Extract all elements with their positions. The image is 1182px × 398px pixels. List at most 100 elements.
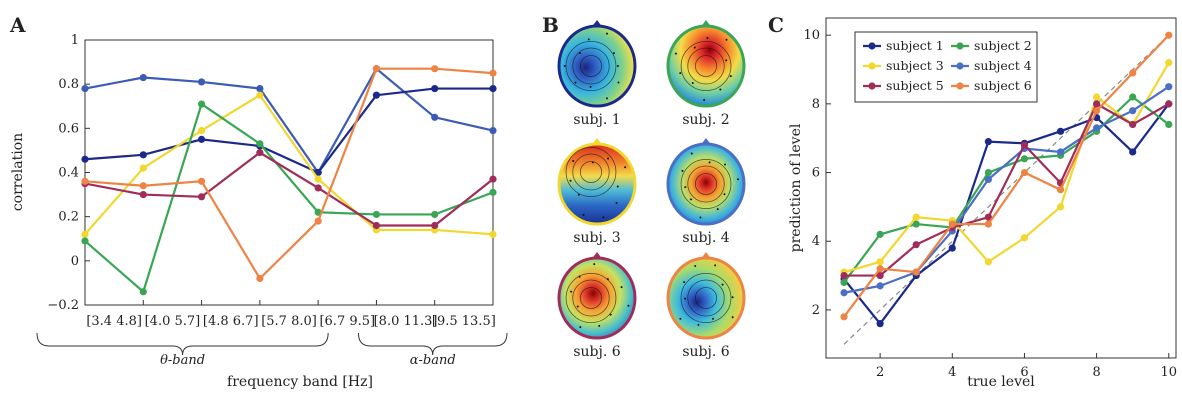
chart-c-series-line — [843, 62, 1170, 274]
chart-c-point — [840, 289, 848, 297]
chart-c-frame — [825, 17, 1177, 359]
chart-a-xlabel: frequency band [Hz] — [227, 374, 373, 390]
legend-entry-label: subject 4 — [974, 58, 1032, 73]
chart-c-series-line — [843, 95, 1170, 284]
chart-a-frame — [84, 39, 494, 306]
chart-c-point — [984, 138, 992, 146]
topomap-electrode — [574, 81, 577, 84]
topomap-electrode — [699, 216, 702, 219]
chart-a-point — [256, 140, 264, 148]
chart-a-point — [314, 168, 322, 177]
chart-a-band-label: α-band — [410, 353, 456, 368]
chart-a-series-line — [84, 93, 494, 236]
topomap-electrode — [674, 52, 677, 55]
chart-c-xtick-label: 6 — [1020, 365, 1028, 380]
topomap-electrode — [725, 38, 728, 41]
chart-a-point — [314, 217, 322, 225]
chart-c-series-line — [843, 85, 1170, 294]
topomap-electrode — [620, 286, 623, 289]
chart-a-series-line — [84, 102, 494, 294]
topomap-contour — [687, 47, 725, 85]
topomap-contour — [572, 153, 610, 191]
topomap-electrode — [578, 275, 581, 278]
topomap-contour — [694, 287, 718, 309]
topomap-electrode — [708, 161, 711, 164]
legend-swatch-marker — [868, 82, 876, 90]
topomap-electrode — [719, 88, 722, 91]
topomap-label: subj. 4 — [682, 230, 729, 246]
topomap-contour — [687, 165, 725, 203]
chart-a-point — [81, 237, 89, 245]
chart-c-series-line — [844, 102, 1170, 277]
chart-a-point — [139, 151, 147, 159]
topomap-contour — [565, 272, 617, 323]
topomap-electrode — [577, 193, 580, 196]
topomap-head — [557, 256, 637, 340]
topomap-electrode — [598, 324, 601, 327]
topomap-contour — [579, 287, 603, 309]
chart-a-point — [489, 84, 497, 93]
chart-c-point — [1165, 31, 1173, 39]
chart-a-ytick-label: 0.6 — [58, 121, 79, 136]
chart-c-xtick-label: 4 — [948, 365, 956, 380]
topomap: subj. 6 — [666, 252, 746, 360]
topomap-label: subj. 6 — [573, 344, 620, 360]
legend-swatch-marker — [956, 82, 964, 90]
chart-c-point — [1093, 107, 1101, 115]
topomap-electrode — [563, 65, 566, 67]
panel-label-a: A — [9, 13, 26, 37]
chart-c-point — [1129, 148, 1137, 156]
chart-c-point — [1020, 141, 1029, 149]
chart-a-category-label: [9.5 13.5] — [432, 314, 496, 329]
topomap-electrode — [572, 159, 575, 162]
chart-c-point — [1020, 168, 1029, 177]
chart-c-point — [1165, 100, 1173, 108]
chart-a-series-line — [84, 151, 494, 227]
chart-a-point — [256, 91, 264, 99]
chart-a-band-brace — [357, 332, 508, 356]
chart-c-xtick-label: 8 — [1092, 365, 1100, 380]
chart-a-point — [431, 84, 439, 93]
topomap-electrode — [723, 193, 726, 196]
topomap-contour — [579, 55, 603, 77]
topomap: subj. 2 — [666, 20, 746, 128]
topomap-electrode — [609, 313, 612, 316]
chart-a-point — [489, 230, 497, 238]
topomap-electrode — [570, 290, 573, 293]
legend-entry-label: subject 5 — [886, 78, 944, 93]
chart-c-point — [1093, 124, 1101, 132]
chart-c-point — [1165, 120, 1173, 129]
chart-a-point — [372, 65, 381, 73]
chart-a-category-label: [4.8 6.7] — [203, 314, 259, 329]
topomap-contour — [565, 146, 617, 197]
chart-c-point — [876, 265, 884, 273]
legend-entry-label: subject 3 — [886, 58, 944, 73]
topomap-electrode — [589, 85, 592, 88]
chart-a-point — [314, 175, 322, 183]
chart-a-point — [139, 164, 147, 172]
chart-c-point — [912, 213, 920, 221]
panel-label-c: C — [768, 13, 784, 37]
topomap-electrode — [683, 281, 686, 284]
topomap-contour — [694, 173, 718, 195]
topomap-electrode — [691, 82, 694, 85]
topomap-electrode — [579, 52, 582, 55]
chart-c-ytick-label: 4 — [812, 234, 820, 249]
topomap-electrode — [602, 216, 605, 219]
topomap-electrode — [591, 161, 594, 164]
topomap-head — [557, 24, 637, 108]
topomap-electrode — [624, 166, 627, 169]
chart-a-point — [431, 210, 439, 219]
chart-a-ylabel: correlation — [10, 133, 26, 211]
chart-a-point — [372, 210, 381, 219]
topomap: subj. 6 — [557, 252, 637, 360]
chart-c-diagonal — [843, 34, 1170, 345]
topomap-contour — [680, 272, 732, 323]
chart-c-point — [840, 278, 848, 287]
chart-a-category-label: [4.0 5.7] — [145, 314, 201, 329]
topomap-contour — [572, 279, 610, 317]
chart-c-series-line — [843, 103, 1170, 326]
topomap-contour — [694, 55, 718, 77]
chart-a-point — [489, 126, 497, 135]
topomap-electrode — [582, 213, 585, 216]
